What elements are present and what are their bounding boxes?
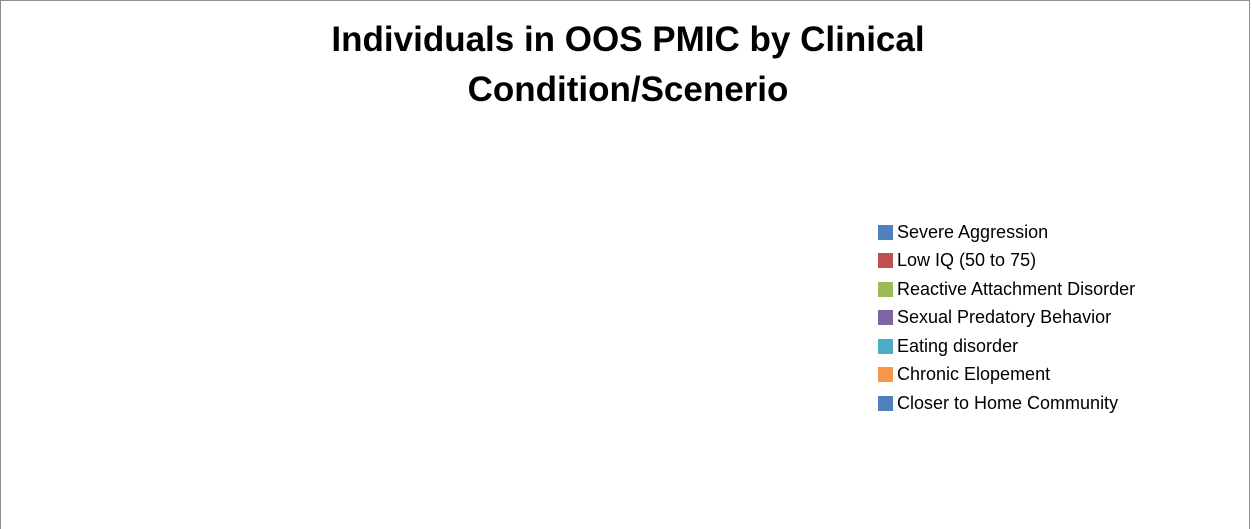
legend-item: Eating disorder	[878, 332, 1135, 361]
legend-label: Sexual Predatory Behavior	[897, 307, 1112, 328]
legend-swatch	[878, 338, 893, 354]
legend-item: Closer to Home Community	[878, 389, 1135, 418]
legend-label: Chronic Elopement	[897, 364, 1051, 385]
legend-item: Sexual Predatory Behavior	[878, 304, 1135, 333]
legend-label: Reactive Attachment Disorder	[897, 278, 1136, 299]
legend-label: Low IQ (50 to 75)	[897, 250, 1037, 271]
legend-item: Reactive Attachment Disorder	[878, 275, 1135, 304]
legend-item: Low IQ (50 to 75)	[878, 247, 1135, 276]
legend-swatch	[878, 395, 893, 411]
legend: Severe Aggression Low IQ (50 to 75) Reacti…	[878, 218, 1135, 418]
legend-swatch	[878, 224, 893, 240]
legend-swatch	[878, 253, 893, 269]
legend-item: Chronic Elopement	[878, 361, 1135, 390]
legend-swatch	[878, 281, 893, 297]
legend-label: Closer to Home Community	[897, 392, 1119, 413]
legend-swatch	[878, 310, 893, 326]
legend-item: Severe Aggression	[878, 218, 1135, 247]
legend-label: Severe Aggression	[897, 221, 1049, 242]
legend-swatch	[878, 367, 893, 383]
chart-title: Individuals in OOS PMIC by Clinical Cond…	[331, 20, 925, 109]
legend-label: Eating disorder	[897, 335, 1019, 356]
